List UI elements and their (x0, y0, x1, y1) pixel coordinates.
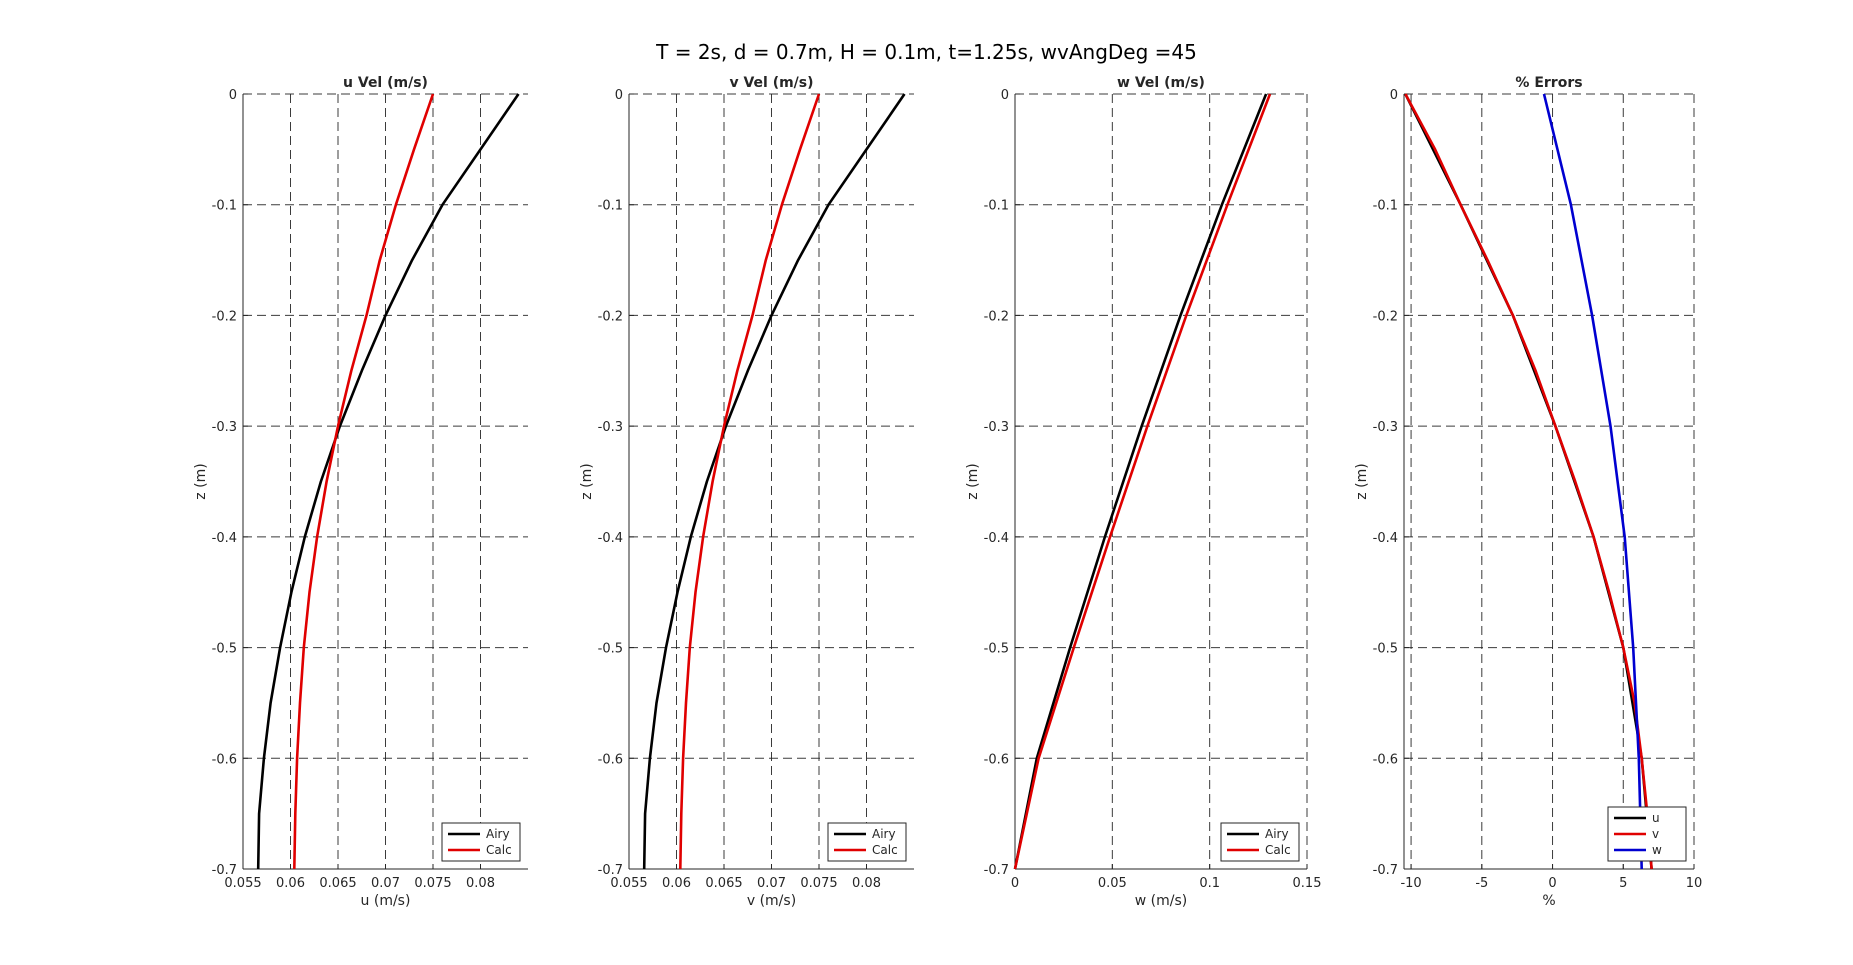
subplot-3: 0 0.05 0.1 0.15 0 -0.1 -0.2 -0.3 -0.4 -0.5 -0.6 -0.… (965, 75, 1321, 909)
grid (1404, 93, 1695, 870)
x-tick-label: 0.1 (1199, 876, 1220, 891)
subplot-title: u Vel (m/s) (343, 75, 428, 91)
legend-label: Calc (1265, 843, 1291, 857)
legend-box (1220, 822, 1300, 862)
legend: Airy Calc (1220, 822, 1300, 862)
series-line-w (1542, 93, 1643, 870)
y-tick-label: -0.5 (1373, 642, 1398, 657)
legend: uvw (1607, 806, 1687, 862)
legend-label: Airy (1265, 827, 1289, 841)
x-tick-label: 0.07 (371, 876, 400, 891)
x-tick-label: 0.06 (662, 876, 691, 891)
x-tick-label: 0 (1548, 876, 1556, 891)
series-line-calc (679, 93, 821, 870)
series-line-calc (1013, 93, 1272, 870)
x-tick-label: 0.075 (414, 876, 451, 891)
y-tick-label: 0 (229, 88, 237, 103)
x-tick-label: 0 (1011, 876, 1019, 891)
y-tick-label: -0.3 (1373, 420, 1398, 435)
y-tick-label: -0.1 (1373, 199, 1398, 214)
y-tick-label: -0.2 (212, 309, 237, 324)
legend-label: Calc (486, 843, 512, 857)
y-tick-label: -0.4 (1373, 531, 1398, 546)
legend-label: Airy (486, 827, 510, 841)
plot-area (1404, 94, 1694, 869)
x-tick-label: 0.05 (1098, 876, 1127, 891)
y-tick-label: -0.5 (212, 642, 237, 657)
y-tick-label: -0.4 (984, 531, 1009, 546)
legend-label: u (1652, 811, 1660, 825)
y-tick-label: -0.2 (598, 309, 623, 324)
y-tick-label: -0.4 (212, 531, 237, 546)
y-tick-label: -0.6 (212, 752, 237, 767)
y-tick-label: -0.7 (598, 863, 623, 878)
y-tick-label: 0 (1001, 88, 1009, 103)
legend-label: Airy (872, 827, 896, 841)
figure-suptitle: T = 2s, d = 0.7m, H = 0.1m, t=1.25s, wvA… (656, 40, 1197, 64)
y-tick-label: -0.3 (984, 420, 1009, 435)
y-tick-label: -0.6 (598, 752, 623, 767)
legend-label: v (1652, 827, 1659, 841)
series-line-airy (1013, 93, 1268, 870)
x-tick-label: 0.15 (1293, 876, 1322, 891)
legend-label: w (1652, 843, 1662, 857)
legend-box (827, 822, 907, 862)
series-line-airy (642, 93, 906, 870)
x-tick-label: 0.08 (852, 876, 881, 891)
x-tick-label: 0.075 (800, 876, 837, 891)
subplot-4: -10 -5 0 5 10 0 -0.1 -0.2 -0.3 -0.4 -0.5 -0.6 -0.7 % … (1354, 75, 1702, 909)
x-tick-label: 0.055 (224, 876, 261, 891)
x-tick-label: 0.08 (466, 876, 495, 891)
y-tick-label: -0.7 (984, 863, 1009, 878)
y-axis-label: z (m) (965, 463, 981, 499)
subplot-2: 0.055 0.06 0.065 0.07 0.075 0.08 0 -0.1 -0.2 -0.3… (579, 75, 914, 909)
subplot-1: 0.055 0.06 0.065 0.07 0.075 0.08 0 -0.1 -0.2 -0.3… (193, 75, 528, 909)
y-tick-label: -0.2 (984, 309, 1009, 324)
x-tick-label: 0.065 (705, 876, 742, 891)
x-tick-label: 5 (1619, 876, 1627, 891)
subplot-title: % Errors (1515, 75, 1582, 91)
y-tick-label: -0.5 (984, 642, 1009, 657)
y-tick-label: -0.4 (598, 531, 623, 546)
y-tick-label: -0.7 (1373, 863, 1398, 878)
x-tick-label: 0.07 (757, 876, 786, 891)
y-tick-label: -0.6 (984, 752, 1009, 767)
x-tick-label: -10 (1400, 876, 1421, 891)
y-tick-label: -0.6 (1373, 752, 1398, 767)
x-axis-label: v (m/s) (747, 893, 796, 909)
plot-area (1015, 94, 1307, 869)
y-tick-label: -0.1 (598, 199, 623, 214)
y-tick-label: 0 (1390, 88, 1398, 103)
x-tick-label: 0.065 (319, 876, 356, 891)
series-line-v (1404, 93, 1653, 870)
y-tick-label: -0.5 (598, 642, 623, 657)
x-axis-label: u (m/s) (361, 893, 411, 909)
x-axis-label: % (1542, 893, 1555, 909)
x-tick-label: 0.06 (276, 876, 305, 891)
subplot-title: w Vel (m/s) (1117, 75, 1205, 91)
y-tick-label: -0.7 (212, 863, 237, 878)
y-tick-label: -0.3 (212, 420, 237, 435)
y-tick-label: 0 (615, 88, 623, 103)
x-tick-label: 0.055 (610, 876, 647, 891)
subplot-title: v Vel (m/s) (729, 75, 813, 91)
y-axis-label: z (m) (193, 463, 209, 499)
x-axis-label: w (m/s) (1135, 893, 1187, 909)
series-line-airy (256, 93, 520, 870)
legend: Airy Calc (441, 822, 521, 862)
y-axis-label: z (m) (579, 463, 595, 499)
legend-box (441, 822, 521, 862)
legend-label: Calc (872, 843, 898, 857)
y-tick-label: -0.1 (212, 199, 237, 214)
y-tick-label: -0.2 (1373, 309, 1398, 324)
x-tick-label: 10 (1686, 876, 1703, 891)
legend: Airy Calc (827, 822, 907, 862)
x-tick-label: -5 (1475, 876, 1488, 891)
series-line-calc (293, 93, 435, 870)
y-axis-label: z (m) (1354, 463, 1370, 499)
y-tick-label: -0.3 (598, 420, 623, 435)
y-tick-label: -0.1 (984, 199, 1009, 214)
